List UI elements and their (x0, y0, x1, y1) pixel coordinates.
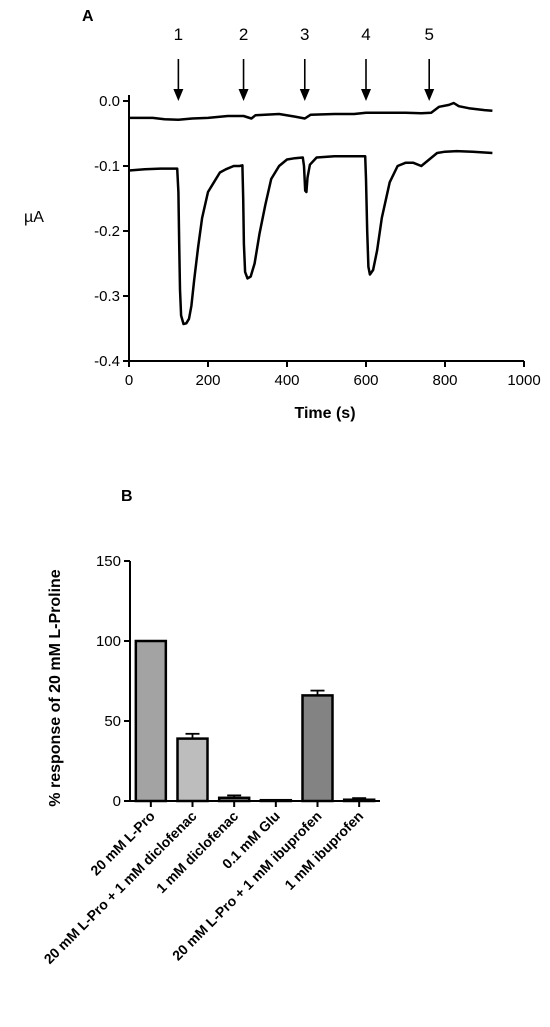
y-tick-label: -0.3 (94, 288, 120, 305)
y-tick-label: -0.4 (94, 353, 120, 370)
x-tick-label: 800 (432, 372, 457, 389)
injection-arrow-head (238, 89, 249, 101)
injection-label: 5 (424, 25, 433, 44)
x-tick-label: 600 (353, 372, 378, 389)
x-axis-title: Time (s) (294, 405, 355, 422)
x-tick-label: 200 (195, 372, 220, 389)
plot-area (134, 639, 376, 803)
bar (134, 639, 168, 803)
bar (176, 737, 209, 803)
response-trace-line (128, 149, 493, 326)
category-label: 20 mM L-Pro + 1 mM diclofenac (41, 808, 200, 967)
y-tick-label: 50 (104, 713, 121, 730)
injection-label: 1 (174, 25, 183, 44)
injection-arrow-head (424, 89, 435, 101)
baseline-trace-line (129, 101, 493, 122)
injection-label: 3 (300, 25, 309, 44)
current-trace-chart: 1 2 3 4 5 0.0 -0.1 -0.2 -0.3 -0.4 0 200 400 600 800 10… (24, 25, 541, 422)
x-tick-label: 400 (274, 372, 299, 389)
x-tick-label: 1000 (507, 372, 540, 389)
plot-area (128, 101, 493, 326)
panel-a-label: A (82, 8, 94, 25)
axes: 0.0 -0.1 -0.2 -0.3 -0.4 0 200 400 600 800 1000 (94, 93, 541, 389)
y-tick-label: 150 (96, 553, 121, 570)
injection-label: 4 (361, 25, 370, 44)
panel-b-label: B (121, 488, 133, 505)
category-label: 20 mM L-Pro + 1 mM ibuprofen (169, 808, 325, 964)
bar (301, 694, 334, 803)
category-label: 1 mM ibuprofen (281, 808, 366, 893)
y-axis-title: % response of 20 mM L-Proline (47, 569, 64, 806)
injection-arrows: 1 2 3 4 5 (173, 25, 435, 101)
injection-arrow-head (299, 89, 310, 101)
y-tick-label: 100 (96, 633, 121, 650)
y-tick-label: -0.2 (94, 223, 120, 240)
injection-arrow-head (173, 89, 184, 101)
y-tick-label: -0.1 (94, 158, 120, 175)
y-axis-title: µA (24, 209, 44, 226)
x-tick-label: 0 (125, 372, 133, 389)
injection-label: 2 (239, 25, 248, 44)
y-tick-label: 0 (113, 793, 121, 810)
y-tick-label: 0.0 (99, 93, 120, 110)
injection-arrow-head (361, 89, 371, 101)
